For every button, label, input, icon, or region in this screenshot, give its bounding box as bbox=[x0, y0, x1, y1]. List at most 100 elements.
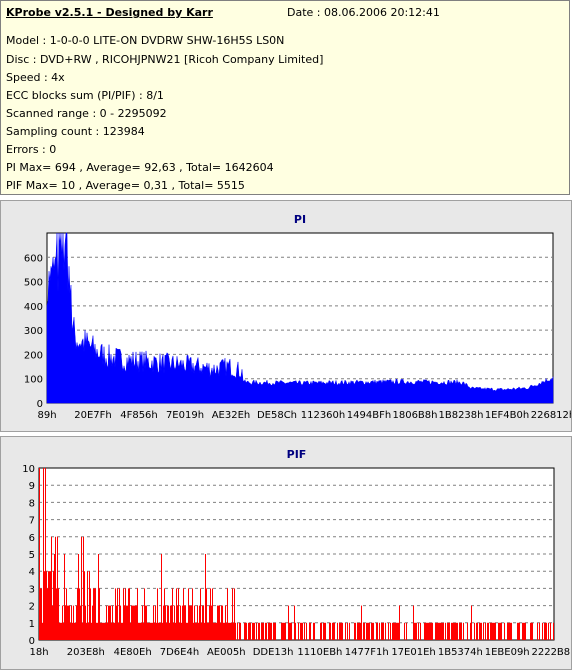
pif-bar bbox=[124, 605, 125, 640]
pi-chart-panel: PI 0 100 200 300 400 500 600 89h 20E7Fh 4F856h 7E01… bbox=[0, 200, 572, 432]
pif-bar bbox=[180, 605, 181, 640]
pif-bar bbox=[95, 588, 96, 640]
pif-bar bbox=[340, 622, 341, 640]
pif-bar bbox=[457, 622, 458, 640]
y-tick-label: 10 bbox=[22, 464, 35, 475]
pif-bar bbox=[530, 622, 531, 640]
pif-bar bbox=[62, 605, 63, 640]
pif-bar bbox=[253, 622, 254, 640]
pif-bar bbox=[191, 605, 192, 640]
pif-bar bbox=[220, 622, 221, 640]
pif-bar bbox=[325, 622, 326, 640]
y-tick-label: 300 bbox=[24, 326, 43, 337]
pif-bar bbox=[118, 622, 119, 640]
pif-bar bbox=[398, 622, 399, 640]
pif-bar bbox=[439, 622, 440, 640]
pif-bar bbox=[542, 622, 543, 640]
pif-bar bbox=[195, 622, 196, 640]
pif-bar bbox=[234, 588, 235, 640]
pif-bar bbox=[449, 622, 450, 640]
pif-bar bbox=[355, 622, 356, 640]
pif-bar bbox=[65, 605, 66, 640]
pif-bar bbox=[178, 588, 179, 640]
pif-bar bbox=[136, 605, 137, 640]
pif-bar bbox=[227, 588, 228, 640]
pif-bar bbox=[413, 605, 414, 640]
pif-bar bbox=[217, 605, 218, 640]
pif-bar bbox=[314, 622, 315, 640]
pif-bar bbox=[105, 622, 106, 640]
pif-bar bbox=[359, 622, 360, 640]
pif-bar bbox=[94, 588, 95, 640]
pif-bar bbox=[150, 622, 151, 640]
y-tick-label: 200 bbox=[24, 350, 43, 361]
pif-bar bbox=[188, 588, 189, 640]
pif-bar bbox=[92, 605, 93, 640]
pif-chart-panel: PIF 0 1 2 3 4 5 6 7 8 9 10 18h 203E8h 4E80Eh 7D6E4h AE00… bbox=[0, 436, 572, 670]
pif-bar bbox=[58, 588, 59, 640]
pif-bar bbox=[492, 622, 493, 640]
pif-bar bbox=[90, 588, 91, 640]
pif-bar bbox=[219, 605, 220, 640]
pif-bar bbox=[298, 622, 299, 640]
pif-bar bbox=[196, 622, 197, 640]
pif-bar bbox=[114, 622, 115, 640]
pif-bar bbox=[71, 605, 72, 640]
pif-bar bbox=[383, 622, 384, 640]
y-tick-label: 400 bbox=[24, 302, 43, 313]
pif-bar bbox=[288, 605, 289, 640]
x-tick-label: 89h bbox=[37, 410, 56, 421]
pif-bar bbox=[185, 605, 186, 640]
pif-bar bbox=[304, 622, 305, 640]
pif-bar bbox=[302, 622, 303, 640]
pif-bar bbox=[171, 605, 172, 640]
pif-bar bbox=[406, 622, 407, 640]
ecc-line: ECC blocks sum (PI/PIF) : 8/1 bbox=[6, 89, 164, 102]
pif-bar bbox=[479, 622, 480, 640]
y-tick-label: 7 bbox=[29, 516, 35, 527]
x-tick-label: 1EBE09h bbox=[485, 647, 530, 658]
pif-bar bbox=[275, 622, 276, 640]
pif-bar bbox=[88, 622, 89, 640]
pif-bar bbox=[522, 622, 523, 640]
pif-bar bbox=[429, 622, 430, 640]
pif-bar bbox=[230, 622, 231, 640]
pif-bar bbox=[519, 622, 520, 640]
pif-bar bbox=[85, 605, 86, 640]
pif-bar bbox=[463, 622, 464, 640]
pif-bar bbox=[100, 622, 101, 640]
pif-bar bbox=[179, 622, 180, 640]
pif-bar bbox=[168, 605, 169, 640]
pif-bar bbox=[323, 622, 324, 640]
pif-bar bbox=[548, 622, 549, 640]
pif-bar bbox=[212, 588, 213, 640]
pif-bar bbox=[294, 605, 295, 640]
pif-bar bbox=[63, 622, 64, 640]
pif-bar bbox=[248, 622, 249, 640]
pif-bar bbox=[454, 622, 455, 640]
pif-bar bbox=[477, 622, 478, 640]
pif-bar bbox=[209, 605, 210, 640]
pif-bar bbox=[122, 622, 123, 640]
pif-bar bbox=[130, 622, 131, 640]
pif-bar bbox=[546, 622, 547, 640]
pif-bar bbox=[441, 622, 442, 640]
pif-bar bbox=[216, 622, 217, 640]
pif-bar bbox=[320, 622, 321, 640]
pif-bar bbox=[455, 622, 456, 640]
pif-bar bbox=[488, 622, 489, 640]
pif-bar bbox=[263, 622, 264, 640]
pif-bar bbox=[363, 622, 364, 640]
x-tick-label: 7D6E4h bbox=[160, 647, 199, 658]
y-tick-label: 1 bbox=[29, 619, 35, 630]
pif-bar bbox=[176, 588, 177, 640]
pif-bar bbox=[93, 588, 94, 640]
pif-bar bbox=[177, 605, 178, 640]
pif-bar bbox=[483, 622, 484, 640]
pif-bar bbox=[250, 622, 251, 640]
pif-bar bbox=[73, 605, 74, 640]
pif-bar bbox=[309, 622, 310, 640]
pif-bar bbox=[64, 554, 65, 640]
pif-bar bbox=[232, 588, 233, 640]
pif-bar bbox=[396, 622, 397, 640]
